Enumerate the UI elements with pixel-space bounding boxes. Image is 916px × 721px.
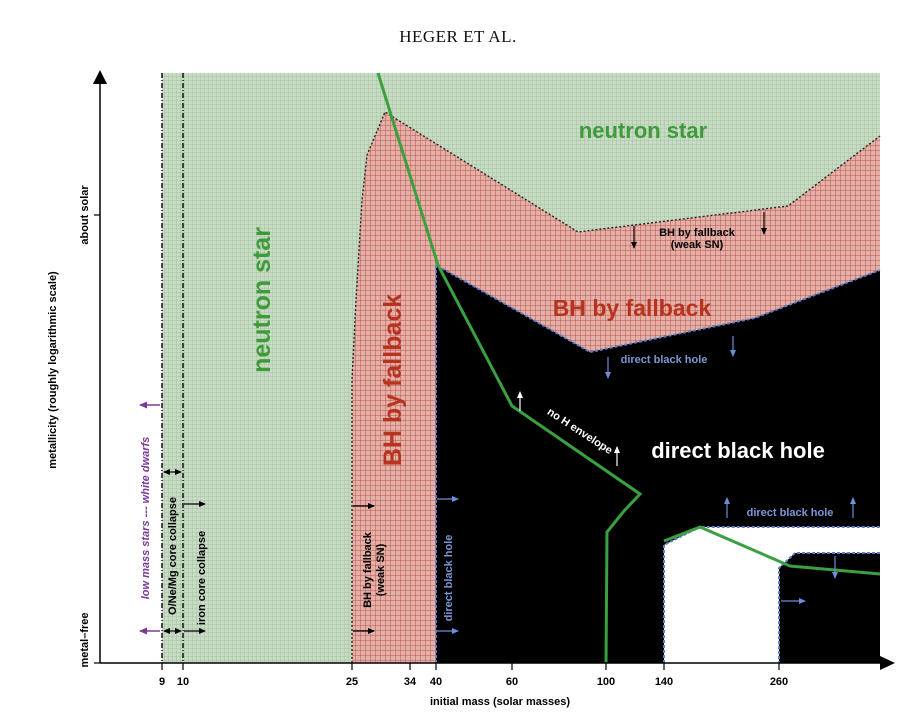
x-tick-100: 100 (597, 676, 615, 688)
x-tick-260: 260 (770, 676, 788, 688)
direct-bh-lower-right-label: direct black hole (747, 507, 834, 519)
x-tick-40: 40 (430, 676, 442, 688)
direct-black-hole-main-label: direct black hole (651, 438, 825, 463)
x-tick-60: 60 (506, 676, 518, 688)
x-tick-10: 10 (177, 676, 189, 688)
x-tick-9: 9 (159, 676, 165, 688)
no-h-envelope-line (376, 72, 643, 664)
x-axis-arrow (880, 656, 895, 670)
y-axis-label: metallicity (roughly logarithmic scale) (47, 271, 59, 469)
onemg-collapse-label: O/Ne/Mg core collapse (167, 497, 179, 615)
fallback-direct-boundary (435, 263, 881, 663)
x-ticks (94, 214, 780, 670)
x-tick-140: 140 (655, 676, 673, 688)
iron-collapse-label: iron core collapse (196, 531, 208, 625)
low-mass-stars-label: low mass stars --- white dwarfs (140, 437, 152, 600)
direct-bh-vertical-label: direct black hole (443, 535, 455, 622)
bh-fallback-weak-vertical-1: BH by fallback (362, 531, 374, 608)
x-tick-25: 25 (346, 676, 358, 688)
white-notch-region (664, 527, 880, 663)
y-tick-metal-free: metal–free (79, 612, 91, 667)
neutron-star-top-label: neutron star (579, 118, 708, 143)
running-head: HEGER ET AL. (399, 27, 517, 46)
bh-fallback-weak-top-2: (weak SN) (671, 239, 724, 251)
bh-fallback-vertical-label: BH by fallback (379, 294, 407, 466)
x-axis-label: initial mass (solar masses) (430, 696, 570, 708)
y-axis-arrow (93, 70, 107, 84)
direct-bh-boundary-label: direct black hole (621, 354, 708, 366)
neutron-star-left-label: neutron star (248, 227, 276, 373)
ns-fallback-boundary (351, 110, 881, 663)
bh-fallback-weak-top-1: BH by fallback (659, 227, 736, 239)
y-tick-about-solar: about solar (79, 185, 91, 245)
notch-boundary (663, 526, 880, 663)
x-tick-34: 34 (404, 676, 417, 688)
bh-fallback-horizontal-label: BH by fallback (553, 295, 712, 321)
bh-fallback-weak-vertical-2: (weak SN) (375, 543, 387, 596)
